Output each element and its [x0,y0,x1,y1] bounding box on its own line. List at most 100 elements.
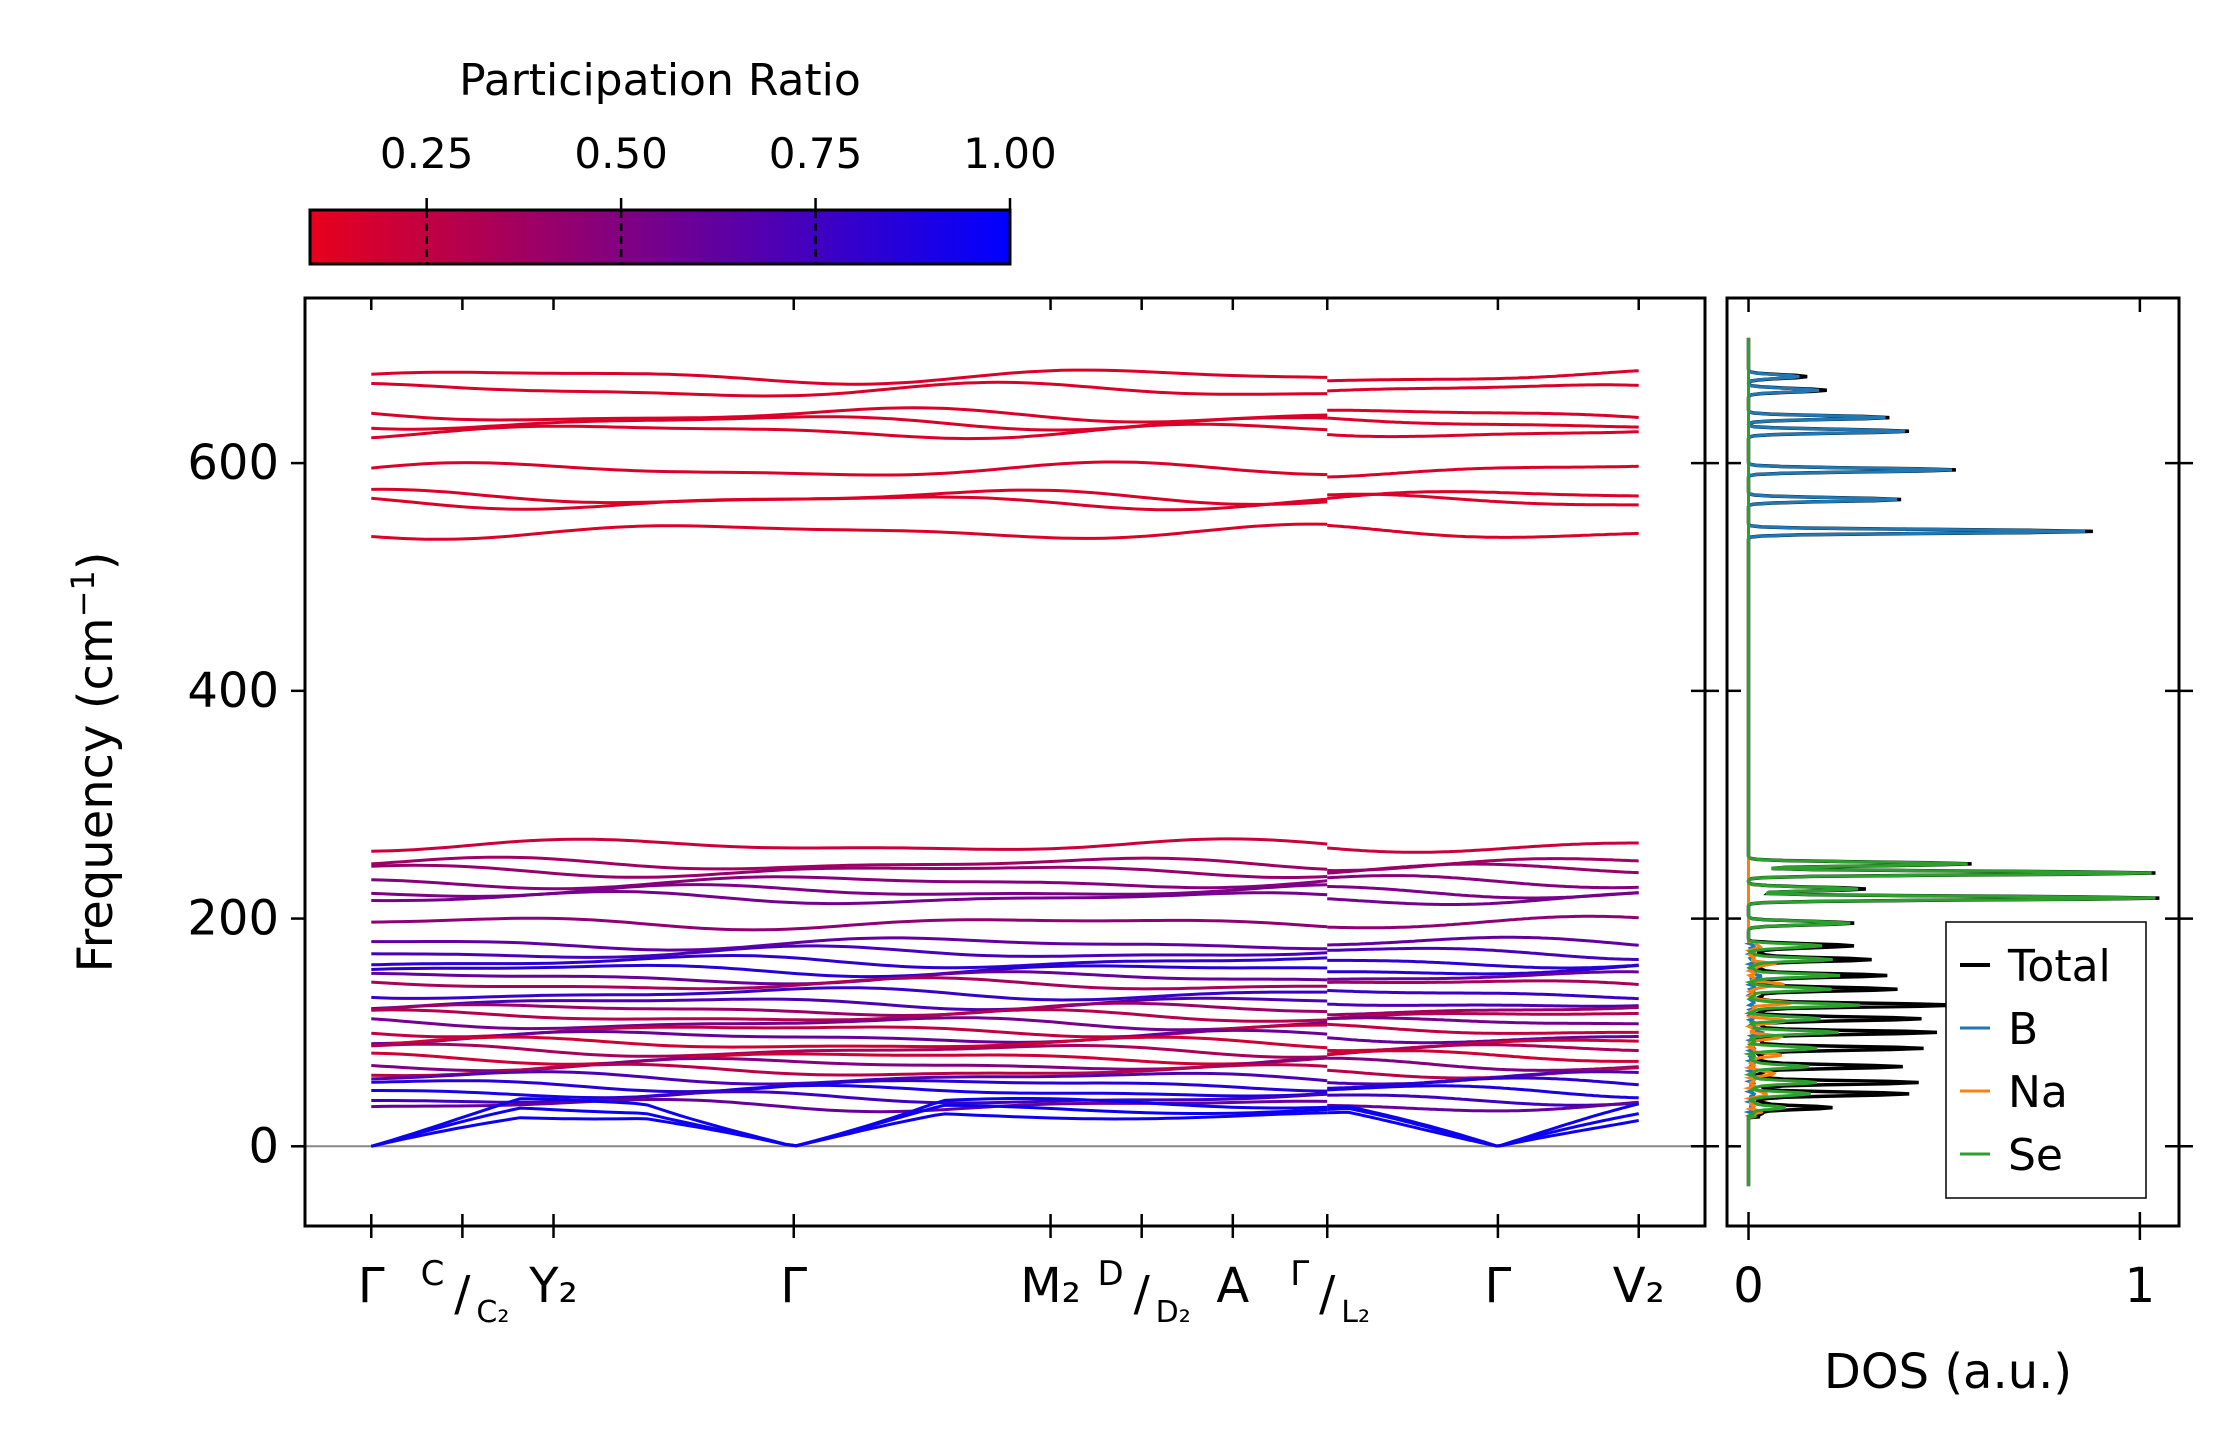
band-line [1327,369,1639,383]
band-line [1327,1005,1639,1017]
x-tick-label-sub: D₂ [1156,1295,1191,1330]
band-line [371,875,1328,891]
y-axis-label-sup: −1 [64,570,102,617]
x-tick-label-sup: C [421,1254,445,1294]
y-axis-label: Frequency (cm−1) [64,551,124,972]
colorbar-title: Participation Ratio [459,55,861,106]
band-line [1327,891,1639,906]
band-line [1327,979,1639,986]
colorbar-gradient [308,208,1012,266]
x-tick-label-sub: L₂ [1341,1295,1370,1330]
band-line [1327,1011,1639,1021]
colorbar-tick-label: 1.00 [963,129,1057,178]
x-tick-label-sup: Γ [1290,1254,1309,1294]
legend-label: Na [2008,1067,2068,1118]
dos-axes-frame [1725,296,2181,1228]
band-line [1327,958,1639,970]
band-line [371,406,1328,424]
y-tick-label: 600 [187,435,279,491]
dos-curve-se [1743,337,2156,1187]
band-line [371,422,1328,441]
band-line [371,863,1328,879]
band-line [1327,464,1639,479]
band-line [1327,970,1639,981]
y-tick-label: 200 [187,891,279,947]
band-line [371,855,1328,871]
band-line [1327,1016,1639,1026]
band-line [1327,1100,1639,1113]
band-line [1327,416,1639,429]
colorbar-tick-label: 0.75 [769,129,863,178]
band-line [371,944,1328,959]
acoustic-band-line [370,1111,1328,1148]
band-line [1327,383,1639,393]
legend-items: Total B Na Se [1960,941,2111,1181]
band-line [1327,874,1639,890]
band-line [371,1083,1328,1100]
band-line [1327,946,1639,961]
colorbar: Participation Ratio 0.25 0.50 0.75 1.00 [308,55,1057,266]
legend-label: B [2008,1004,2038,1055]
x-tick-label: Γ [1485,1258,1512,1314]
band-line [371,1008,1328,1023]
phonon-bands [370,368,1640,1148]
x-tick-label-sub: C₂ [476,1295,509,1330]
band-axes-frame [303,296,1707,1228]
colorbar-ticks: 0.25 0.50 0.75 1.00 [380,129,1057,264]
x-tick-label: C / C₂ [421,1254,510,1330]
band-line [371,368,1328,386]
band-line [1327,914,1639,930]
band-line [371,1016,1328,1032]
band-line [371,1090,1328,1105]
band-line [371,963,1328,979]
band-line [1327,408,1639,419]
band-line [1327,1002,1639,1008]
band-line [371,1051,1328,1066]
x-tick-label: Y₂ [528,1258,578,1314]
band-line [371,1028,1328,1046]
x-tick-label: V₂ [1613,1258,1665,1314]
band-line [371,889,1328,906]
band-line [1327,430,1639,439]
dos-x-tick-label: 1 [2125,1258,2156,1314]
band-line [1327,1049,1639,1063]
band-line [371,380,1328,398]
legend-label: Se [2008,1130,2063,1181]
band-line [1327,523,1639,539]
x-tick-label-slash: / [1134,1266,1151,1322]
band-line [371,916,1328,932]
x-tick-label-slash: / [1319,1266,1336,1322]
x-tick-label: Γ / L₂ [1290,1254,1370,1330]
dos-x-tick-label: 0 [1733,1258,1764,1314]
band-line [371,1079,1328,1094]
band-line [1327,935,1639,947]
acoustic-band-line [1327,1110,1639,1148]
x-tick-label-slash: / [454,1266,471,1322]
band-line [371,495,1328,512]
band-line [371,460,1328,477]
x-tick-label: M₂ [1020,1258,1081,1314]
band-line [1327,964,1639,976]
band-y-ticks: 0 200 400 600 [187,435,1719,1174]
band-line [371,976,1328,991]
band-line [371,522,1328,541]
x-tick-label: D / D₂ [1097,1254,1190,1330]
band-line [371,1042,1328,1059]
band-line [371,996,1328,1012]
band-line [1327,492,1639,507]
band-line [1327,1084,1639,1100]
x-tick-label: A [1216,1258,1249,1314]
x-tick-label: Γ [780,1258,807,1314]
dos-curves [1743,337,2160,1187]
colorbar-tick-label: 0.25 [380,129,474,178]
band-line [371,1001,1328,1018]
band-line [371,953,1328,970]
band-line [1327,841,1639,854]
band-x-ticks: Γ C / C₂ Y₂ Γ M₂ D / D₂ A Γ / L₂ Γ V₂ [358,298,1665,1330]
band-line [1327,1035,1639,1045]
legend: Total B Na Se [1945,921,2147,1199]
